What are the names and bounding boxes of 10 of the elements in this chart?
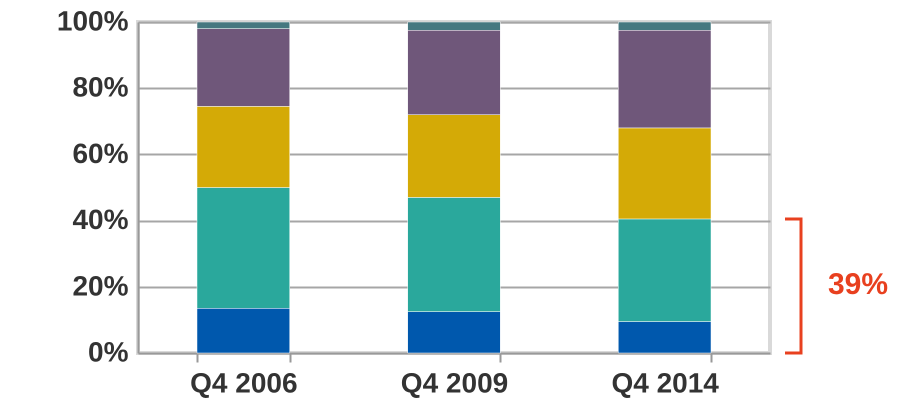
- y-tick-label: 60%: [72, 138, 129, 169]
- y-tick-label: 20%: [72, 270, 129, 302]
- y-tick-label: 100%: [56, 6, 129, 36]
- y-tick-label: 80%: [72, 72, 129, 103]
- y-tick-label: 40%: [72, 204, 129, 236]
- y-tick-label: 0%: [88, 336, 129, 368]
- text: 39%: [828, 268, 888, 302]
- x-tick-label: Q4 2009: [400, 368, 508, 398]
- x-tick-label: Q4 2006: [190, 368, 298, 398]
- x-tick-label: Q4 2014: [611, 368, 720, 398]
